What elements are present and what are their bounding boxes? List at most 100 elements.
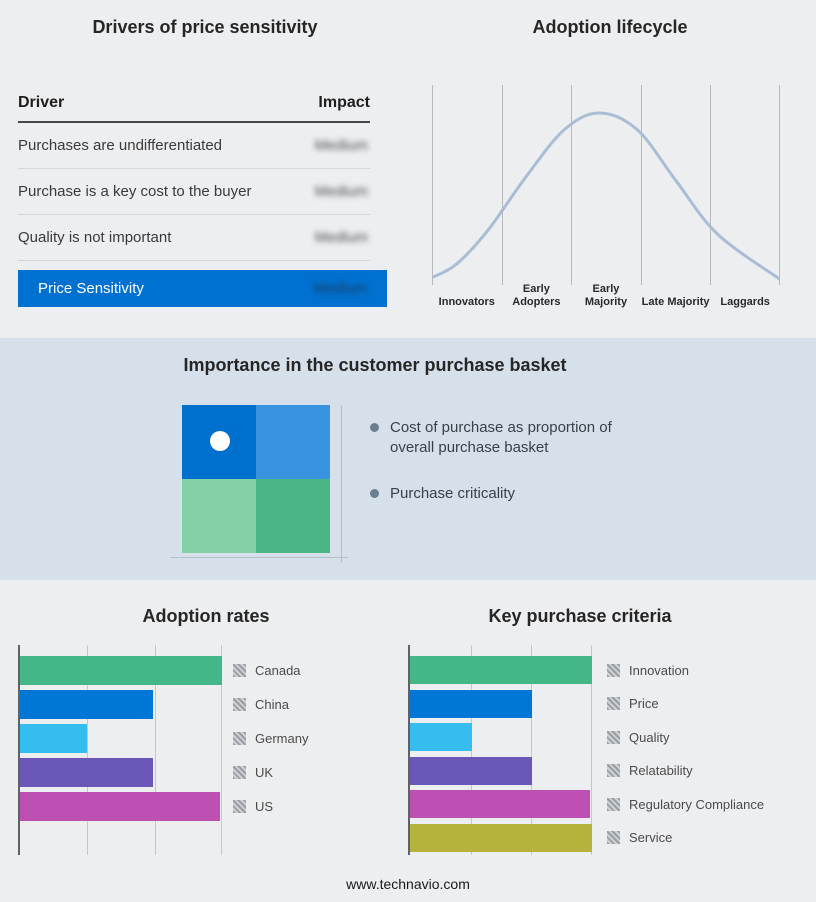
legend-item: Price [607, 696, 764, 712]
legend-swatch-icon [607, 663, 620, 677]
legend-swatch-icon [233, 663, 246, 677]
legend-label: Innovation [629, 662, 689, 678]
legend-swatch-icon [233, 731, 246, 745]
bar-us [20, 792, 220, 821]
legend-item: Germany [233, 730, 309, 746]
driver-row: Purchases are undifferentiated Medium [18, 123, 370, 169]
legend-label: China [255, 696, 289, 712]
bar-service [410, 824, 592, 852]
legend-swatch-icon [607, 764, 620, 778]
bar-uk [20, 758, 154, 787]
bullet-dot-icon [370, 488, 379, 498]
bullet-text: Cost of purchase as proportion of overal… [390, 419, 612, 456]
adoption-rates-legend: Canada China Germany UK US [233, 662, 309, 814]
lifecycle-stage-label: Early Adopters [512, 283, 561, 309]
driver-label: Purchase is a key cost to the buyer [18, 183, 252, 200]
key-purchase-criteria-title: Key purchase criteria [488, 606, 672, 626]
driver-column-header: Driver [18, 94, 65, 111]
legend-label: Quality [629, 729, 670, 745]
bar-innovation [410, 656, 592, 684]
lifecycle-gridline [432, 85, 433, 285]
legend-swatch-icon [233, 765, 246, 779]
price-sensitivity-label: Price Sensitivity [38, 280, 144, 297]
legend-item: Relatability [607, 763, 764, 779]
price-sensitivity-bar: Price Sensitivity Medium [18, 270, 387, 307]
purchase-basket-quadrant [182, 405, 330, 553]
lifecycle-stage-label: Laggards [720, 296, 770, 309]
quadrant-axis-right [341, 405, 342, 563]
legend-swatch-icon [233, 799, 246, 813]
lifecycle-title: Adoption lifecycle [532, 17, 688, 37]
legend-item: China [233, 696, 308, 712]
lifecycle-stage-label: Innovators [438, 296, 495, 309]
bar-price [410, 689, 532, 718]
lifecycle-stage-label: Late Majority [641, 296, 710, 309]
chart-gridline [591, 645, 592, 855]
lifecycle-gridline [710, 85, 712, 285]
basket-bullet: Purchase criticality [370, 484, 670, 504]
driver-row: Quality is not important Medium [18, 215, 370, 261]
driver-label: Purchases are undifferentiated [18, 137, 223, 154]
legend-item: Service [607, 830, 764, 846]
driver-label: Quality is not important [18, 229, 172, 246]
lifecycle-plot [432, 85, 780, 285]
legend-label: Service [629, 830, 673, 846]
bar-china [20, 690, 154, 719]
adoption-rates-plot [18, 645, 222, 855]
quadrant-axis-bottom [170, 557, 348, 558]
bar-canada [20, 656, 222, 685]
bullet-dot-icon [370, 423, 379, 432]
key-purchase-criteria-legend: Innovation Price Quality Relatability Regula… [607, 663, 764, 845]
bar-regulatory-compliance [410, 790, 591, 819]
chart-gridline [221, 645, 222, 855]
driver-impact-value-blurred: Medium [314, 183, 368, 200]
legend-label: UK [255, 764, 274, 780]
legend-swatch-icon [607, 730, 620, 744]
drivers-rows: Purchases are undifferentiated Medium Purc… [18, 123, 370, 261]
price-sensitivity-impact-blurred: Medium [313, 280, 367, 297]
bar-quality [410, 723, 472, 752]
legend-item: Regulatory Compliance [607, 796, 765, 812]
legend-item: Innovation [607, 662, 764, 678]
lifecycle-gridline [779, 85, 780, 285]
legend-label: Relatability [629, 763, 693, 779]
quadrant-top-left [182, 405, 256, 479]
legend-item: Quality [607, 729, 764, 745]
lifecycle-gridline [640, 85, 642, 285]
drivers-title: Drivers of price sensitivity [92, 17, 318, 37]
legend-label: Germany [255, 730, 309, 746]
position-marker-dot [210, 431, 230, 451]
website-link[interactable]: www.technavio.com [346, 876, 470, 892]
legend-label: Regulatory Compliance [629, 796, 765, 812]
chart-gridline [87, 645, 89, 855]
legend-label: US [255, 798, 274, 814]
lifecycle-gridline [501, 85, 503, 285]
bullet-text: Purchase criticality [390, 484, 516, 502]
legend-label: Price [629, 696, 659, 712]
quadrant-bottom-right [256, 479, 330, 553]
lifecycle-gridline [571, 85, 573, 285]
legend-swatch-icon [607, 697, 620, 711]
driver-row: Purchase is a key cost to the buyer Mediu… [18, 169, 370, 215]
impact-column-header: Impact [318, 94, 370, 111]
legend-item: Canada [233, 662, 308, 678]
legend-swatch-icon [607, 831, 620, 845]
chart-gridline [154, 645, 156, 855]
driver-impact-value-blurred: Medium [314, 137, 368, 154]
legend-swatch-icon [607, 797, 620, 811]
adoption-lifecycle-chart: Innovators Early Adopters Early Majority La… [432, 85, 780, 315]
legend-item: UK [233, 764, 308, 780]
legend-item: US [233, 798, 308, 814]
quadrant-bottom-left [182, 479, 256, 553]
chart-gridline [531, 645, 533, 855]
purchase-basket-band: Importance in the customer purchase bask… [0, 338, 816, 580]
basket-bullet: Cost of purchase as proportion of overal… [370, 418, 670, 458]
lifecycle-curve-svg [432, 111, 780, 281]
adoption-rates-title: Adoption rates [142, 606, 270, 626]
legend-label: Canada [255, 662, 301, 678]
driver-impact-value-blurred: Medium [314, 229, 368, 246]
key-purchase-criteria-plot [408, 645, 592, 855]
drivers-table-header: Driver Impact [18, 94, 370, 123]
legend-swatch-icon [233, 697, 246, 711]
